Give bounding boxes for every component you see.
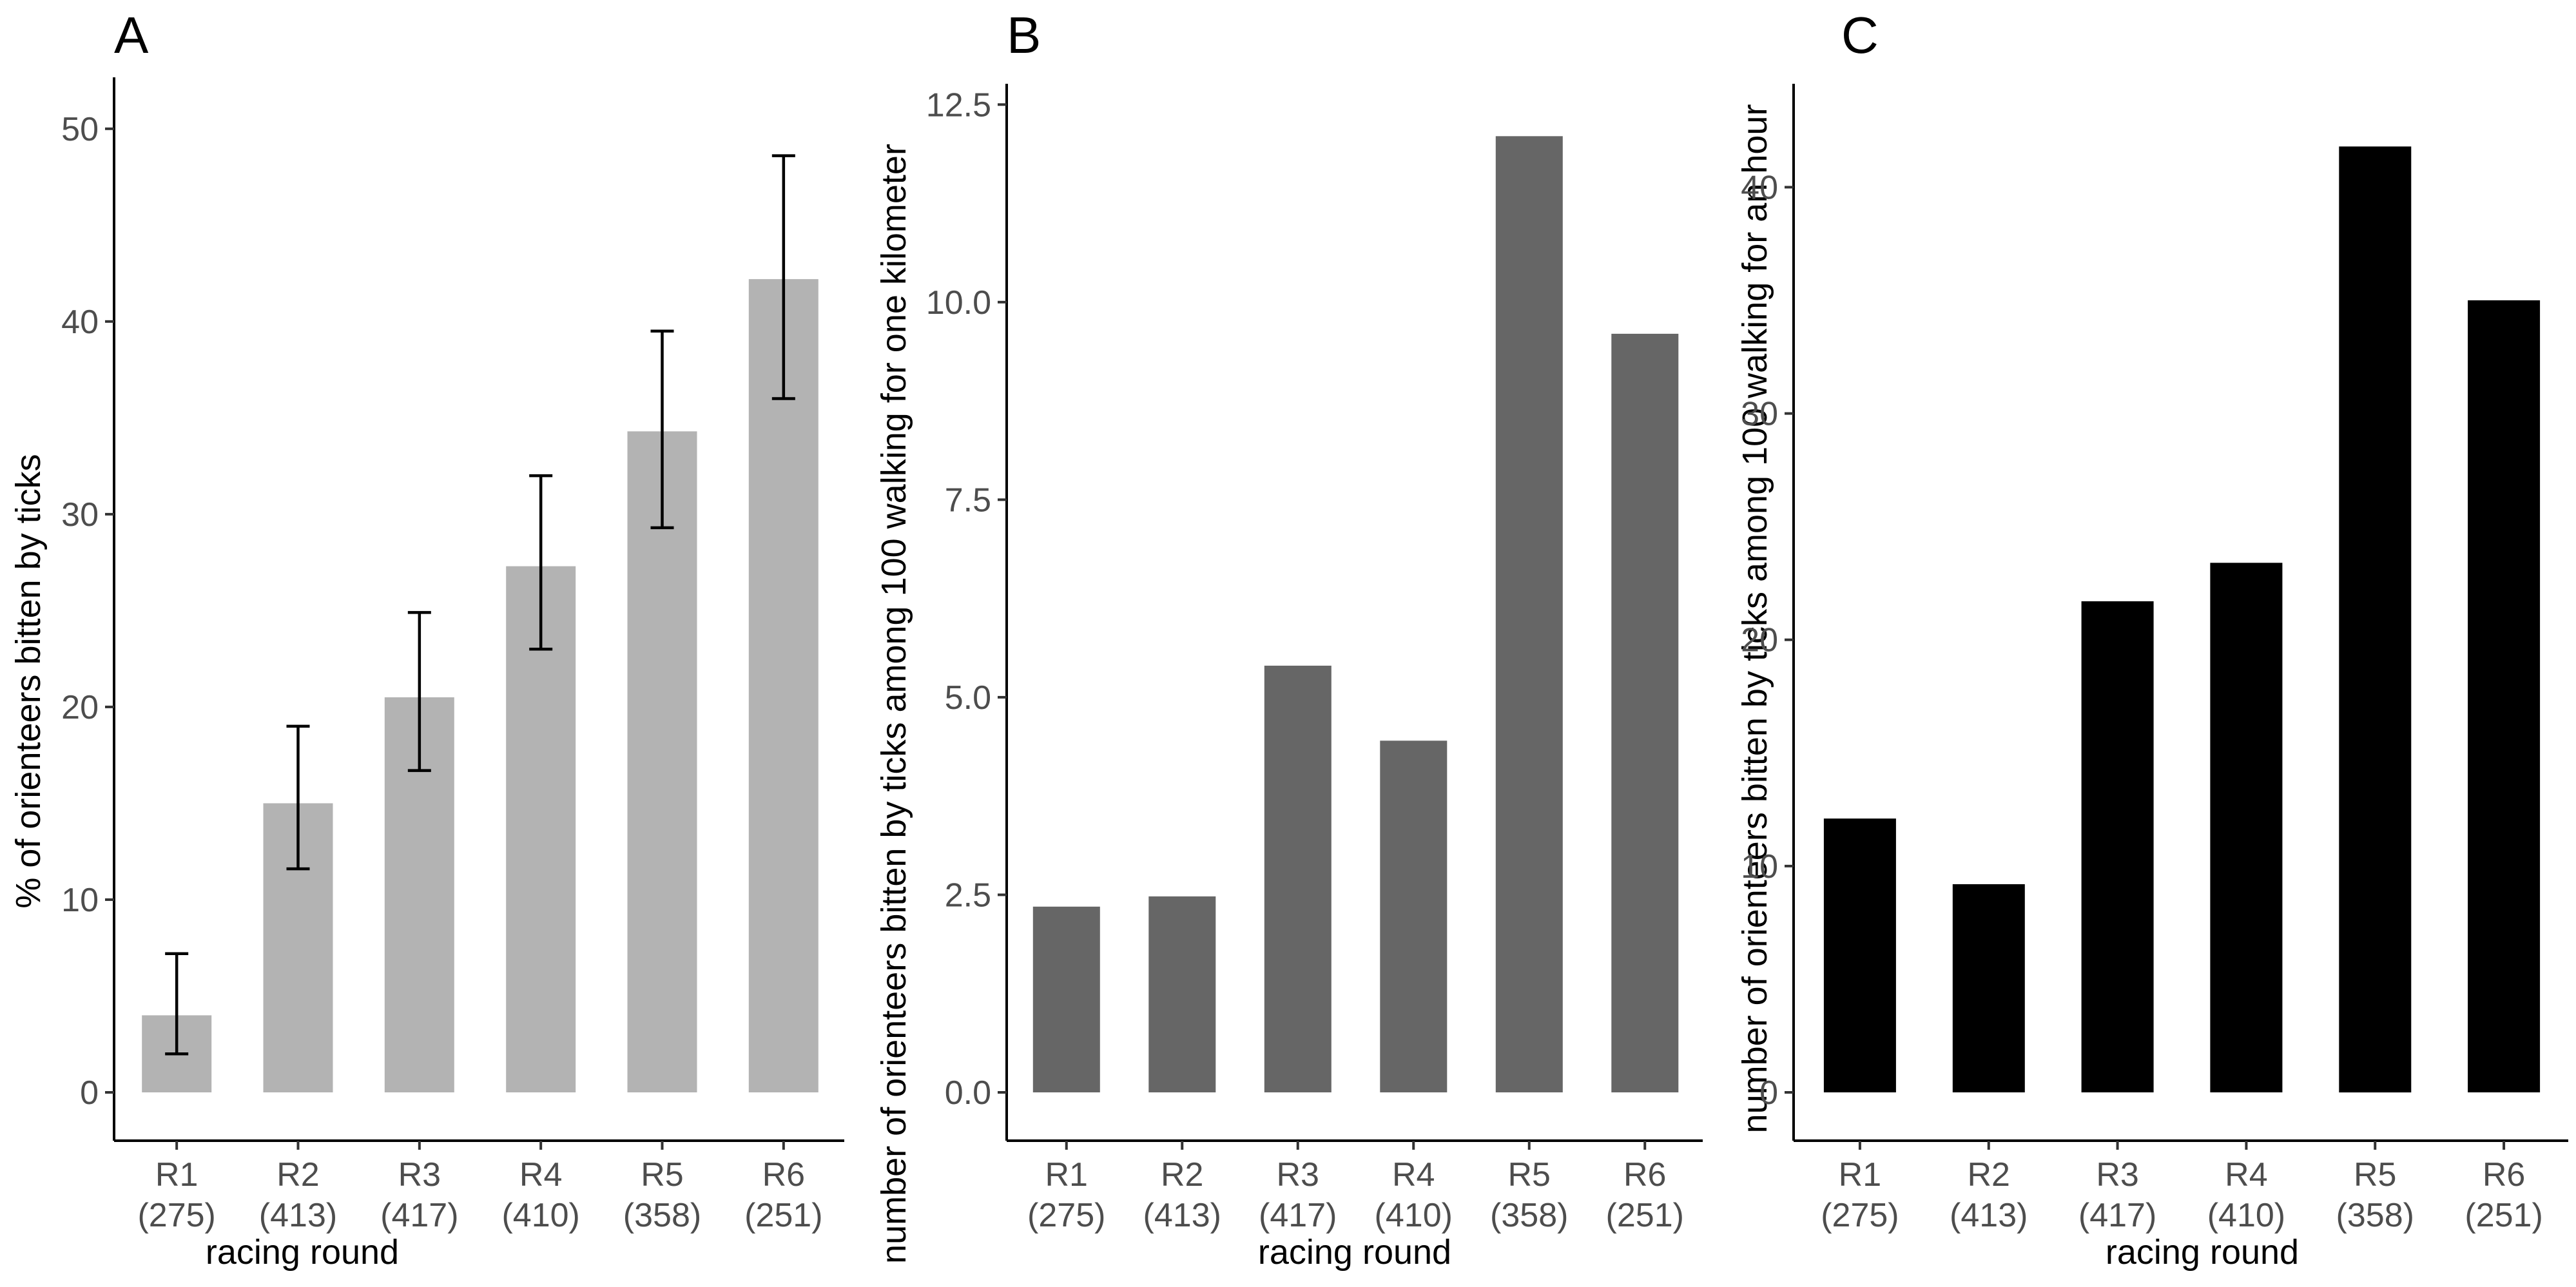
x-tick-label: R5 [1508, 1156, 1551, 1194]
y-tick-label: 40 [61, 304, 99, 341]
panel-b: B number of orienteers bitten by ticks a… [875, 6, 1703, 1272]
y-tick-label: 10.0 [926, 284, 991, 322]
x-tick-label: R3 [2096, 1156, 2138, 1194]
y-tick-label: 0 [80, 1074, 99, 1112]
y-axis-title: number of orienteers bitten by ticks amo… [875, 144, 913, 1264]
panel-letter: A [114, 6, 149, 64]
x-tick-sublabel: (358) [1490, 1197, 1568, 1234]
bar-r5 [1495, 136, 1563, 1092]
x-tick-sublabel: (413) [1143, 1197, 1221, 1234]
x-tick-sublabel: (275) [1027, 1197, 1105, 1234]
y-tick-label: 20 [61, 689, 99, 726]
y-tick-label: 0.0 [945, 1074, 991, 1112]
x-tick-sublabel: (417) [380, 1197, 458, 1234]
bar-r1 [1032, 906, 1100, 1092]
y-tick-label: 10 [61, 882, 99, 919]
y-tick-label: 30 [1741, 396, 1778, 433]
y-tick-label: 40 [1741, 169, 1778, 206]
x-tick-sublabel: (413) [259, 1197, 337, 1234]
bar-r5 [627, 431, 697, 1092]
bar-r6 [748, 279, 818, 1093]
x-tick-label: R1 [1045, 1156, 1088, 1194]
error-bar-r2 [286, 724, 310, 871]
y-tick-label: 50 [61, 111, 99, 148]
x-axis-title: racing round [1258, 1233, 1451, 1272]
error-bar-r6 [771, 154, 795, 400]
x-tick-label: R6 [1623, 1156, 1666, 1194]
bar-r3 [2081, 601, 2154, 1092]
x-tick-sublabel: (417) [2078, 1197, 2156, 1234]
y-tick-label: 7.5 [945, 481, 991, 519]
x-tick-label: R2 [1968, 1156, 2010, 1194]
y-tick-label: 2.5 [945, 876, 991, 914]
y-tick-label: 30 [61, 496, 99, 534]
x-tick-label: R1 [155, 1156, 198, 1194]
x-tick-sublabel: (251) [1606, 1197, 1684, 1234]
bar-r4 [506, 566, 576, 1092]
y-axis-title: number of orienteers bitten by ticks amo… [1736, 104, 1774, 1134]
bar-r2 [1952, 884, 2025, 1092]
bar-r6 [2468, 300, 2541, 1092]
x-tick-label: R3 [1277, 1156, 1319, 1194]
x-tick-sublabel: (358) [2336, 1197, 2414, 1234]
bar-r1 [1823, 818, 1896, 1092]
bar-r5 [2339, 146, 2412, 1093]
bar-r6 [1611, 333, 1679, 1092]
error-bar-r3 [407, 611, 431, 772]
x-tick-label: R4 [1392, 1156, 1435, 1194]
bar-r4 [1380, 740, 1448, 1092]
y-tick-label: 12.5 [926, 86, 991, 124]
x-tick-label: R5 [2354, 1156, 2396, 1194]
x-tick-sublabel: (275) [137, 1197, 215, 1234]
y-tick-label: 0 [1759, 1074, 1778, 1112]
x-tick-sublabel: (251) [744, 1197, 822, 1234]
panel-a: A % of orienteers bitten by ticks racing… [9, 6, 844, 1272]
x-tick-sublabel: (251) [2465, 1197, 2542, 1234]
x-tick-sublabel: (417) [1259, 1197, 1337, 1234]
x-tick-label: R5 [641, 1156, 683, 1194]
error-bar-r4 [529, 474, 553, 651]
x-tick-sublabel: (410) [501, 1197, 579, 1234]
x-tick-sublabel: (410) [1375, 1197, 1453, 1234]
x-tick-label: R2 [276, 1156, 319, 1194]
x-axis-title: racing round [206, 1233, 399, 1272]
y-tick-label: 10 [1741, 848, 1778, 885]
bar-r2 [1148, 896, 1216, 1092]
y-tick-label: 5.0 [945, 679, 991, 717]
error-bar-r5 [650, 329, 674, 530]
x-tick-sublabel: (358) [623, 1197, 701, 1234]
y-tick-label: 20 [1741, 622, 1778, 659]
x-tick-label: R3 [398, 1156, 441, 1194]
x-tick-label: R6 [762, 1156, 805, 1194]
x-tick-label: R1 [1839, 1156, 1881, 1194]
bar-r4 [2210, 563, 2283, 1092]
bar-r3 [1264, 665, 1332, 1092]
x-tick-sublabel: (413) [1950, 1197, 2028, 1234]
panel-c: C number of orienteers bitten by ticks a… [1736, 6, 2568, 1272]
panel-letter: C [1841, 6, 1879, 64]
x-tick-sublabel: (275) [1821, 1197, 1899, 1234]
error-bar-r1 [165, 952, 189, 1056]
x-tick-label: R6 [2483, 1156, 2525, 1194]
x-tick-sublabel: (410) [2207, 1197, 2285, 1234]
x-axis-title: racing round [2106, 1233, 2299, 1272]
panel-letter: B [1007, 6, 1041, 64]
y-axis-title: % of orienteers bitten by ticks [9, 454, 48, 908]
x-tick-label: R4 [519, 1156, 562, 1194]
x-tick-label: R2 [1161, 1156, 1203, 1194]
x-tick-label: R4 [2225, 1156, 2267, 1194]
